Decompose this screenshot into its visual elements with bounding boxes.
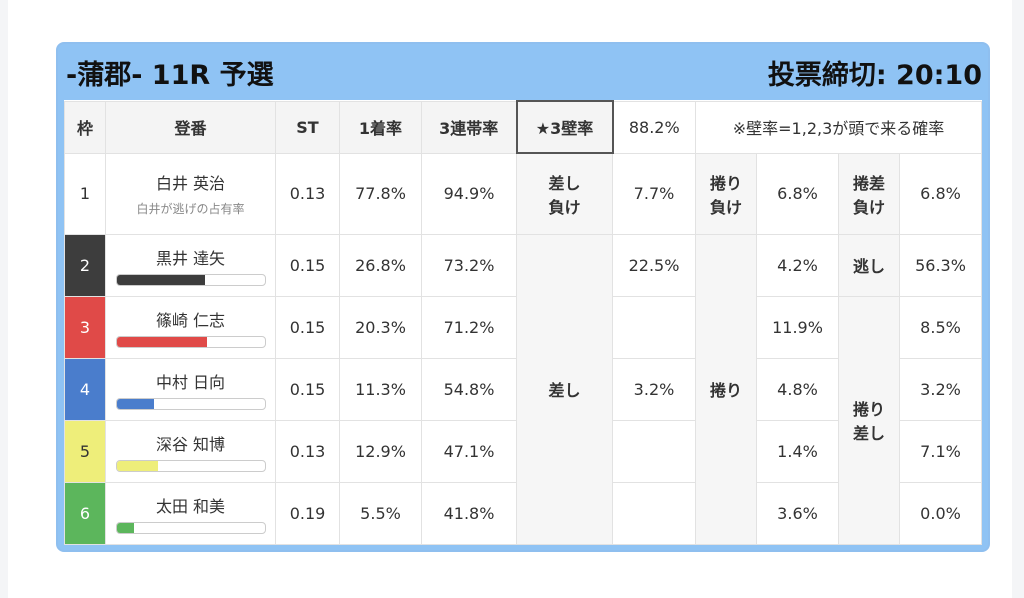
racer: 中村 日向 (105, 357, 276, 421)
lane: 1 (64, 152, 106, 235)
rate: 1.4% (756, 419, 839, 483)
rate (612, 295, 696, 359)
racer-name: 篠崎 仁志 (155, 310, 226, 330)
racer-name: 黒井 達矢 (155, 248, 226, 268)
header: -蒲郡- 11R 予選 投票締切: 20:10 (58, 44, 988, 100)
win-rate: 5.5% (339, 481, 422, 545)
lane: 3 (64, 295, 106, 359)
racer-name: 白井 英治 (155, 174, 226, 193)
rate: 11.9% (756, 295, 839, 359)
page-bg: -蒲郡- 11R 予選 投票締切: 20:10 枠 登番 ST 1着率 3連帯率… (8, 0, 1012, 598)
bar-track (115, 335, 266, 348)
racer-name: 太田 和美 (155, 496, 226, 516)
bar-fill (116, 460, 158, 471)
win-rate: 77.8% (339, 152, 422, 235)
rate: 6.8% (899, 152, 982, 235)
rate: 22.5% (612, 233, 696, 297)
rate: 3.2% (899, 357, 982, 421)
rate: 0.0% (899, 481, 982, 545)
st: 0.15 (275, 295, 340, 359)
win-rate: 11.3% (339, 357, 422, 421)
racer-name: 中村 日向 (155, 372, 226, 392)
row: 3 篠崎 仁志 0.15 20.3% 71.2% 11.9% 捲り 差し 8.5% (64, 295, 982, 545)
rate: 4.8% (756, 357, 839, 421)
rate: 3.6% (756, 481, 839, 545)
racer: 深谷 知博 (105, 419, 276, 483)
label: 逃し (838, 233, 900, 297)
st: 0.13 (275, 152, 340, 235)
racer: 篠崎 仁志 (105, 295, 276, 359)
racer-note: 白井が逃げの占有率 (136, 202, 245, 216)
col-head: ST (275, 100, 340, 154)
st: 0.15 (275, 357, 340, 421)
row: 1 白井 英治 白井が逃げの占有率 0.13 77.8% 94.9% 差し 負け 7.7% 捲り… (64, 152, 982, 235)
top3-rate: 47.1% (421, 419, 517, 483)
label: 捲り 負け (695, 152, 757, 235)
lane: 2 (64, 233, 106, 297)
win-rate: 20.3% (339, 295, 422, 359)
lane: 4 (64, 357, 106, 421)
racer-name: 深谷 知博 (155, 434, 226, 454)
rate: 4.2% (756, 233, 839, 297)
header-row: 枠 登番 ST 1着率 3連帯率 ★3壁率 88.2% ※壁率=1,2,3が頭で… (64, 100, 982, 154)
label: 捲り (695, 233, 757, 545)
title: -蒲郡- 11R 予選 (66, 59, 274, 91)
top3-rate: 73.2% (421, 233, 517, 297)
label: 捲差 負け (838, 152, 900, 235)
st: 0.13 (275, 419, 340, 483)
top3-rate: 71.2% (421, 295, 517, 359)
bar-fill (116, 274, 206, 285)
lane: 5 (64, 419, 106, 483)
bar-fill (116, 522, 135, 533)
win-rate: 26.8% (339, 233, 422, 297)
rate: 3.2% (612, 357, 696, 421)
rate: 8.5% (899, 295, 982, 359)
deadline: 投票締切: 20:10 (767, 59, 982, 91)
lane: 6 (64, 481, 106, 545)
label: 捲り 差し (838, 295, 900, 545)
bar-track (115, 273, 266, 286)
col-head: 88.2% (612, 100, 696, 154)
rate: 7.7% (612, 152, 696, 235)
top3-rate: 54.8% (421, 357, 517, 421)
rate: 6.8% (756, 152, 839, 235)
bar-track (115, 521, 266, 534)
top3-rate: 41.8% (421, 481, 517, 545)
col-head: 登番 (105, 100, 276, 154)
racer: 太田 和美 (105, 481, 276, 545)
race-card: -蒲郡- 11R 予選 投票締切: 20:10 枠 登番 ST 1着率 3連帯率… (56, 42, 990, 552)
col-head: 枠 (64, 100, 106, 154)
row: 6 太田 和美 0.19 5.5% 41.8% 3.6% 0.0% (64, 481, 982, 545)
col-head: ★3壁率 (515, 100, 614, 154)
rate: 56.3% (899, 233, 982, 297)
row: 4 中村 日向 0.15 11.3% 54.8% 3.2% 4.8% 3.2% (64, 357, 982, 421)
racer: 白井 英治白井が逃げの占有率 (105, 152, 276, 235)
label: 差し (516, 233, 613, 545)
racer: 黒井 達矢 (105, 233, 276, 297)
col-head: 3連帯率 (421, 100, 517, 154)
bar-fill (116, 398, 154, 409)
bar-track (115, 459, 266, 472)
label: 差し 負け (516, 152, 613, 235)
st: 0.15 (275, 233, 340, 297)
rate (612, 419, 696, 483)
st: 0.19 (275, 481, 340, 545)
row: 2 黒井 達矢 0.15 26.8% 73.2% 差し 22.5% 捲り 4.2% 逃し 56.3% (64, 233, 982, 545)
rate (612, 481, 696, 545)
bar-fill (116, 336, 207, 347)
rate: 7.1% (899, 419, 982, 483)
top3-rate: 94.9% (421, 152, 517, 235)
stats-table: 枠 登番 ST 1着率 3連帯率 ★3壁率 88.2% ※壁率=1,2,3が頭で… (64, 100, 982, 545)
win-rate: 12.9% (339, 419, 422, 483)
note: ※壁率=1,2,3が頭で来る確率 (695, 100, 982, 154)
col-head: 1着率 (339, 100, 422, 154)
bar-track (115, 397, 266, 410)
